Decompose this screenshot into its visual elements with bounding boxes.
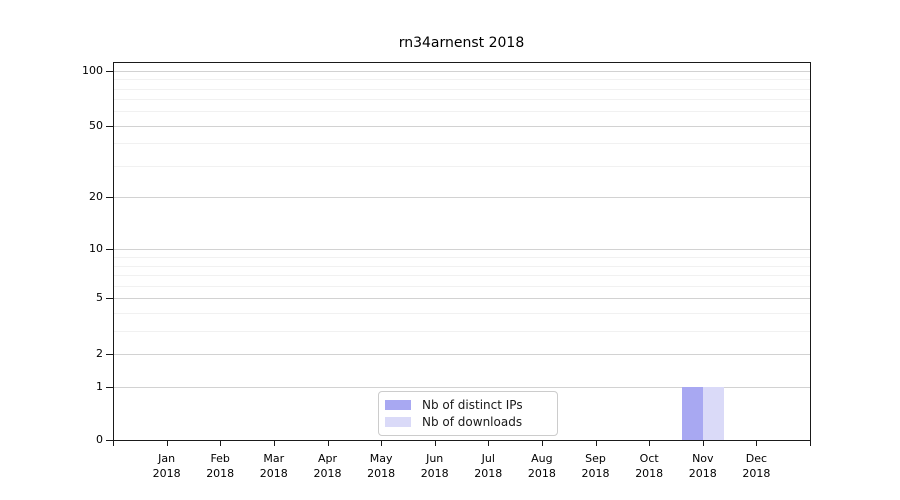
y-gridline-minor-7 [113,275,810,276]
legend-item-distinct-ips: Nb of distinct IPs [385,398,549,412]
y-gridline-minor-90 [113,79,810,81]
y-tick-20 [106,197,113,199]
x-tick-7 [488,440,490,446]
y-gridline-minor-6 [113,285,810,287]
legend-swatch-distinct-ips-icon [385,400,411,411]
x-tick-label-jul: Jul 2018 [474,452,503,480]
x-tick-3 [273,440,275,446]
y-gridline-minor-60 [113,111,810,113]
y-gridline-50 [113,125,810,127]
y-gridline-5 [113,298,810,300]
bar-downloads-nov [702,386,724,440]
y-gridline-minor-8 [113,265,810,267]
y-gridline-20 [113,197,810,199]
x-tick-label-dec: Dec 2018 [742,452,771,480]
y-gridline-minor-30 [113,165,810,167]
x-tick-label-aug: Aug 2018 [527,452,556,480]
x-tick-8 [541,440,543,446]
y-tick-0 [106,440,113,441]
y-gridline-minor-4 [113,312,810,314]
x-tick-6 [434,440,436,446]
bar-distinct-ips-nov [681,386,703,440]
y-tick-50 [106,125,113,127]
y-tick-label-2: 2 [96,347,103,360]
plot-area [113,62,810,440]
y-gridline-minor-80 [113,88,810,90]
y-gridline-minor-70 [113,99,810,101]
y-tick-1 [106,386,113,388]
y-tick-100 [106,70,113,72]
legend: Nb of distinct IPs Nb of downloads [378,391,558,436]
x-tick-label-oct: Oct 2018 [635,452,664,480]
x-tick-4 [327,440,329,446]
y-gridline-2 [113,354,810,355]
y-tick-label-20: 20 [89,190,103,204]
y-tick-label-5: 5 [96,291,103,305]
right-spine [810,62,811,441]
x-tick-0 [113,440,114,446]
x-tick-label-feb: Feb 2018 [206,452,235,480]
legend-item-downloads: Nb of downloads [385,415,549,429]
x-tick-12 [756,440,758,446]
chart-title: rn34arnenst 2018 [398,35,525,51]
x-tick-label-nov: Nov 2018 [688,452,717,480]
y-axis-line [113,62,114,441]
legend-label-distinct-ips: Nb of distinct IPs [422,398,523,413]
x-axis-line [113,440,811,441]
x-tick-10 [649,440,651,446]
x-tick-label-jun: Jun 2018 [420,452,449,480]
x-tick-11 [702,440,704,446]
y-tick-label-50: 50 [89,118,103,132]
y-tick-label-1: 1 [96,379,103,393]
x-tick-5 [381,440,383,446]
x-tick-label-sep: Sep 2018 [581,452,610,480]
y-gridline-100 [113,70,810,72]
y-tick-label-100: 100 [82,63,103,77]
x-tick-label-may: May 2018 [367,452,396,480]
x-tick-1 [166,440,168,446]
x-tick-9 [595,440,597,446]
x-tick-13 [810,440,811,446]
x-tick-label-jan: Jan 2018 [152,452,181,480]
legend-swatch-downloads-icon [385,416,411,427]
y-gridline-minor-3 [113,330,810,332]
y-gridline-10 [113,249,810,251]
legend-label-downloads: Nb of downloads [422,414,523,429]
y-gridline-1 [113,386,810,388]
y-tick-label-10: 10 [89,242,103,256]
y-tick-5 [106,298,113,300]
top-spine [113,62,811,63]
y-tick-label-0: 0 [96,433,103,446]
x-tick-label-mar: Mar 2018 [259,452,288,480]
x-tick-label-apr: Apr 2018 [313,452,342,480]
y-tick-2 [106,354,113,355]
y-gridline-minor-9 [113,257,810,258]
x-tick-2 [220,440,222,446]
y-tick-10 [106,249,113,251]
y-gridline-minor-40 [113,143,810,145]
